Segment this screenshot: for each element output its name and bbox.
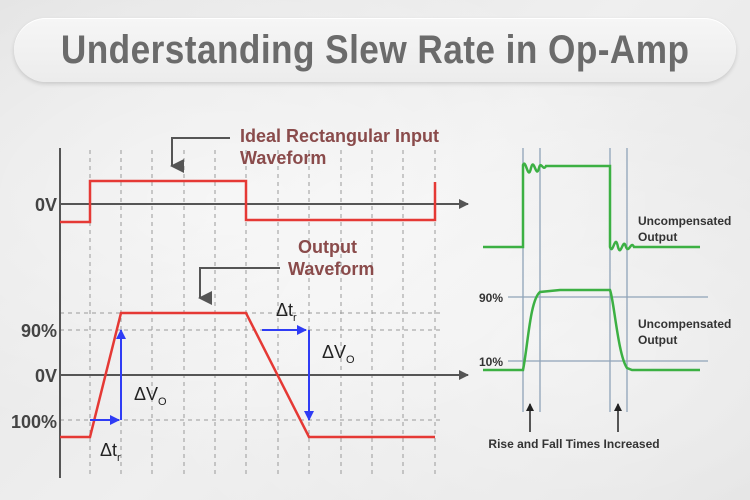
output-caption-line1: Output xyxy=(298,237,357,257)
output-callout-arrow xyxy=(198,267,280,305)
label-0v-top: 0V xyxy=(35,195,57,215)
right-label-90-percent: 90% xyxy=(479,291,503,305)
label-100-percent: 100% xyxy=(11,412,57,432)
label-0v-bottom: 0V xyxy=(35,366,57,386)
label-90-percent: 90% xyxy=(21,321,57,341)
input-caption-line2: Waveform xyxy=(240,148,326,168)
delta-v-fall-label: ΔVO xyxy=(322,342,355,366)
input-waveform xyxy=(60,179,437,224)
rise-fall-caption: Rise and Fall Times Increased xyxy=(488,437,659,451)
delta-v-rise-label: ΔVO xyxy=(134,384,167,408)
page-title: Understanding Slew Rate in Op-Amp xyxy=(60,27,690,72)
title-bar: Understanding Slew Rate in Op-Amp xyxy=(14,18,736,82)
uncompensated-output-top xyxy=(483,162,700,252)
uncompensated-output-bottom xyxy=(483,288,700,372)
uncompensated-bottom-line2: Output xyxy=(638,333,677,347)
uncompensated-top-line1: Uncompensated xyxy=(638,214,731,228)
left-grid xyxy=(60,150,440,478)
output-waveform xyxy=(60,311,435,439)
uncompensated-bottom-line1: Uncompensated xyxy=(638,317,731,331)
input-caption-line1: Ideal Rectangular Input xyxy=(240,126,439,146)
delta-t-fall-label: Δtr xyxy=(276,300,297,324)
right-label-10-percent: 10% xyxy=(479,355,503,369)
right-guides xyxy=(508,148,708,412)
output-caption-line2: Waveform xyxy=(288,259,374,279)
input-callout-arrow xyxy=(170,137,230,173)
delta-t-rise-label: Δtr xyxy=(100,440,121,464)
uncompensated-top-line2: Output xyxy=(638,230,677,244)
